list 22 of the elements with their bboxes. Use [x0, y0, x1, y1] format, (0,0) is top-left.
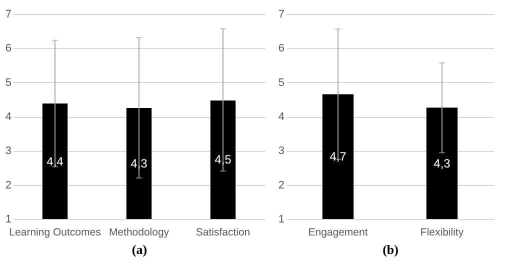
y-tick-label: 1 [5, 214, 12, 226]
y-tick-label: 1 [278, 214, 284, 226]
x-axis-title: (a) [132, 242, 148, 257]
y-tick-label: 7 [278, 8, 284, 20]
x-tick-label: Flexibility [420, 226, 464, 238]
x-tick-label: Satisfaction [196, 226, 250, 238]
x-tick-label: Methodology [108, 226, 170, 238]
y-tick-label: 5 [5, 76, 12, 89]
y-tick-label: 7 [5, 8, 12, 20]
x-tick-label: Learning Outcomes [9, 226, 101, 238]
x-axis-title: (b) [382, 242, 398, 257]
y-tick-label: 3 [278, 145, 284, 158]
y-tick-label: 3 [5, 145, 12, 158]
y-tick-label: 4 [5, 111, 12, 123]
x-tick-label: Engagement [308, 226, 368, 238]
y-tick-label: 6 [278, 42, 284, 55]
y-tick-label: 5 [278, 76, 284, 89]
y-tick-label: 4 [278, 111, 284, 123]
y-tick-label: 2 [5, 179, 12, 192]
y-tick-label: 6 [5, 42, 12, 55]
y-tick-label: 2 [278, 179, 284, 192]
data-label: 4,3 [434, 156, 451, 170]
